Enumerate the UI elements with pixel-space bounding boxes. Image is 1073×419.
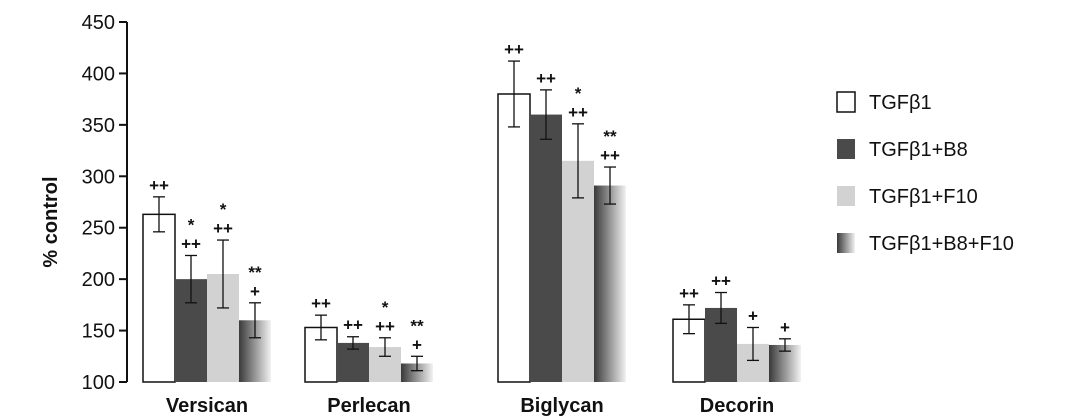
significance-label: ++ (711, 272, 731, 291)
legend-label: TGFβ1 (869, 92, 932, 114)
significance-label: ++ (536, 69, 556, 88)
y-axis: 100 150 200 250 300 350 400 450 (82, 12, 128, 394)
significance-label: * (188, 215, 195, 234)
legend: TGFβ1 TGFβ1+B8 TGFβ1+F10 TGFβ1+B8+F10 (836, 91, 1014, 255)
x-category-label: Biglycan (520, 395, 603, 417)
legend-swatch (837, 233, 855, 253)
x-category-label: Perlecan (327, 395, 410, 417)
legend-swatch (837, 139, 855, 159)
y-axis-label: % control (40, 176, 62, 267)
significance-label: + (412, 335, 422, 354)
significance-label: ++ (568, 103, 588, 122)
significance-label: ++ (343, 316, 363, 335)
bar (401, 363, 433, 382)
significance-label: * (575, 84, 582, 103)
y-tick-label: 250 (82, 218, 115, 240)
bar (594, 185, 626, 382)
significance-label: ++ (181, 234, 201, 253)
y-tick-label: 150 (82, 321, 115, 343)
y-tick-label: 400 (82, 63, 115, 85)
y-tick-label: 100 (82, 372, 115, 394)
significance-label: * (382, 298, 389, 317)
bar (530, 114, 562, 383)
significance-label: ++ (504, 40, 524, 59)
significance-label: ** (603, 127, 617, 146)
significance-label: ++ (375, 317, 395, 336)
bar (497, 93, 531, 383)
significance-label: ++ (600, 146, 620, 165)
x-category-label: Versican (166, 395, 248, 417)
significance-label: + (748, 306, 758, 325)
y-tick-label: 450 (82, 12, 115, 34)
significance-label: + (780, 318, 790, 337)
bar (142, 213, 176, 383)
y-tick-label: 350 (82, 115, 115, 137)
legend-swatch (836, 91, 856, 113)
y-tick-label: 200 (82, 269, 115, 291)
bars: ++*++*++**+Versican++++*++ **+Perlecan+++… (142, 40, 801, 417)
significance-label: + (250, 282, 260, 301)
y-tick-label: 300 (82, 166, 115, 188)
legend-swatch (837, 186, 855, 206)
legend-label: TGFβ1+B8 (869, 139, 968, 161)
significance-label: ++ (311, 294, 331, 313)
x-category-label: Decorin (700, 395, 774, 417)
significance-label: ** (248, 263, 262, 282)
significance-label: ** (410, 316, 424, 335)
significance-label: ++ (149, 176, 169, 195)
significance-label: ++ (679, 284, 699, 303)
significance-label: ++ (213, 219, 233, 238)
legend-label: TGFβ1+B8+F10 (869, 233, 1014, 255)
legend-label: TGFβ1+F10 (869, 186, 978, 208)
significance-label: * (220, 200, 227, 219)
